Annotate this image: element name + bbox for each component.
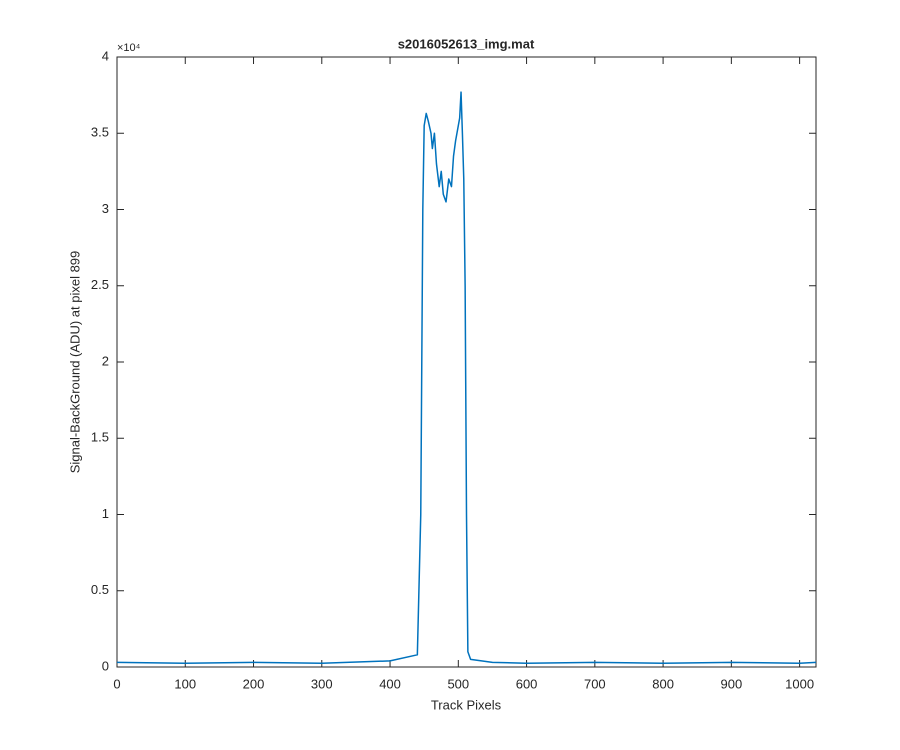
x-tick-label: 200 [243,676,265,691]
x-axis-label: Track Pixels [431,697,502,712]
y-axis-label: Signal-BackGround (ADU) at pixel 899 [67,251,82,474]
y-tick-label: 1 [102,506,109,521]
y-tick-label: 2.5 [91,277,109,292]
x-tick-label: 700 [584,676,606,691]
x-tick-label: 300 [311,676,333,691]
x-tick-label: 100 [174,676,196,691]
x-tick-label: 0 [113,676,120,691]
chart-title: s2016052613_img.mat [398,36,535,51]
x-tick-label: 1000 [785,676,814,691]
y-tick-label: 0 [102,658,109,673]
x-tick-label: 800 [652,676,674,691]
y-tick-label: 1.5 [91,430,109,445]
y-multiplier: ×10⁴ [117,42,141,54]
y-tick-label: 3.5 [91,125,109,140]
y-tick-label: 0.5 [91,582,109,597]
x-tick-label: 900 [721,676,743,691]
y-tick-label: 4 [102,48,109,63]
x-tick-label: 400 [379,676,401,691]
y-tick-label: 3 [102,201,109,216]
data-line [116,91,817,664]
x-tick-label: 500 [447,676,469,691]
y-tick-label: 2 [102,353,109,368]
x-tick-label: 600 [516,676,538,691]
